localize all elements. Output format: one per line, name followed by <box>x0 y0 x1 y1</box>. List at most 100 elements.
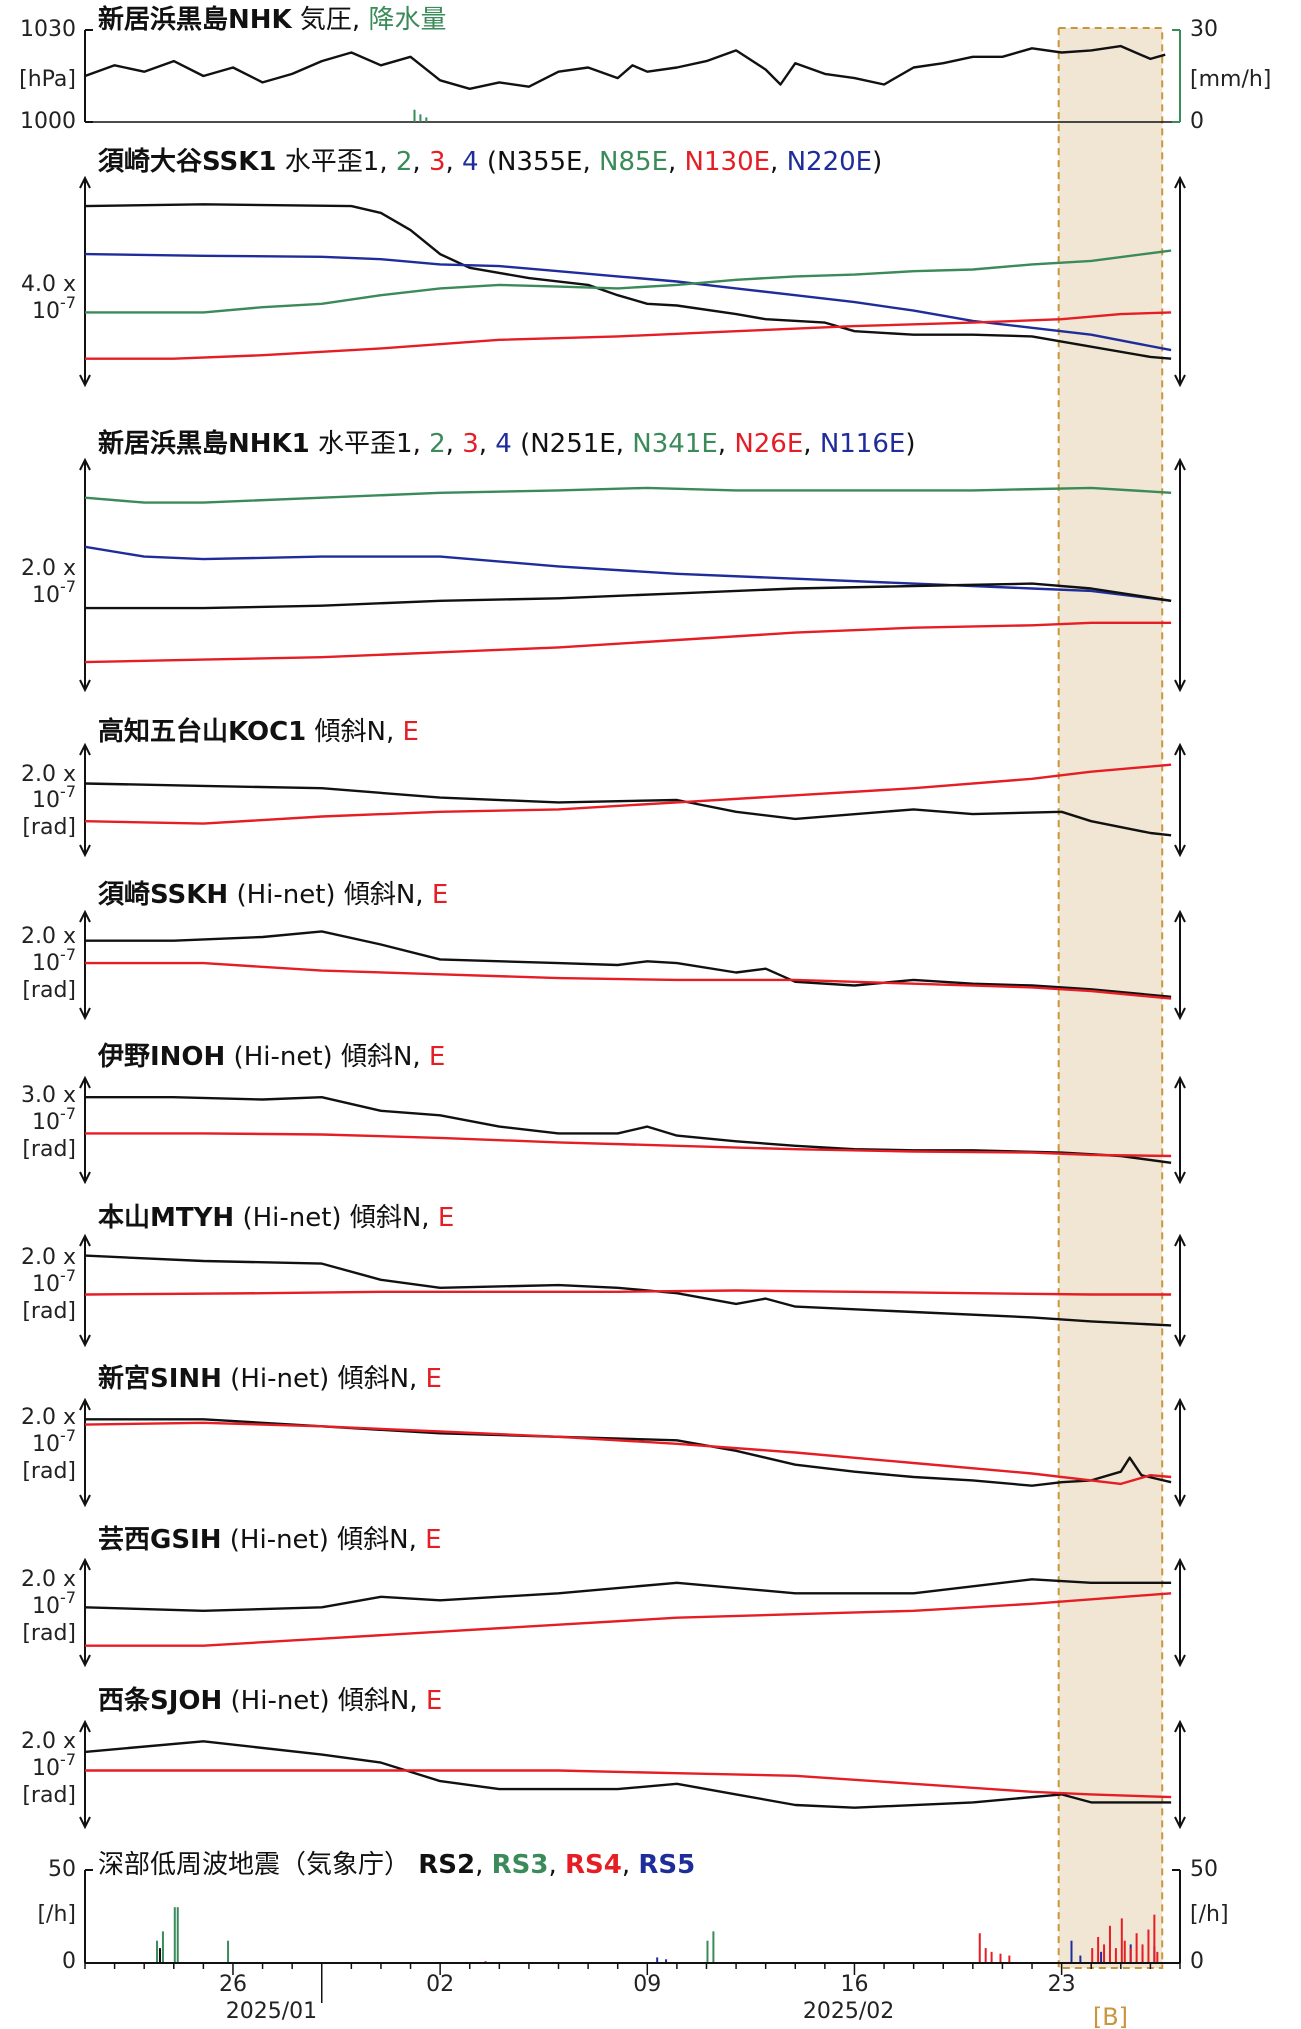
series-line-black <box>84 1740 1172 1809</box>
tick-label: 10-7 <box>32 945 76 977</box>
panel-9: 芸西GSIH (Hi-net) 傾斜N, E 2.0 x10-7[rad] <box>21 1525 1186 1668</box>
tick-label: [rad] <box>22 815 76 840</box>
lfe-bar-RS5 <box>656 1957 659 1963</box>
tick-label: [rad] <box>22 1621 76 1646</box>
series-line-red <box>84 763 1172 825</box>
lfe-bar-RS4 <box>1108 1925 1111 1963</box>
lfe-bar-RS4 <box>1097 1936 1100 1963</box>
tick-label: 10-7 <box>32 1104 76 1136</box>
right-tick-label: [mm/h] <box>1190 67 1271 92</box>
series-line-red <box>84 621 1172 664</box>
lfe-bar-RS4 <box>1129 1948 1132 1963</box>
left-axis-arrow-up <box>79 909 91 923</box>
tick-label: [rad] <box>22 978 76 1003</box>
right-axis-arrow-down <box>1174 1654 1186 1668</box>
panel-6: 伊野INOH (Hi-net) 傾斜N, E 3.0 x10-7[rad] <box>21 1042 1186 1185</box>
tick-label: 2.0 x <box>21 924 76 949</box>
right-axis-arrow-down <box>1174 1816 1186 1830</box>
series-line-red <box>84 1421 1172 1486</box>
series-line-green <box>85 249 1172 314</box>
series-line-red <box>85 1132 1172 1158</box>
tick-label: 10-7 <box>32 1750 76 1782</box>
tick-label: [rad] <box>22 1137 76 1162</box>
lfe-bar-RS4 <box>1135 1933 1138 1963</box>
panel-4: 高知五台山KOC1 傾斜N, E2.0 x10-7[rad] <box>21 716 1186 858</box>
right-axis-arrow-down <box>1174 844 1186 858</box>
left-axis-arrow-up <box>79 1397 91 1411</box>
day-tick-label: 02 <box>426 1972 454 1997</box>
tick-label: 50 <box>48 1857 76 1882</box>
series-line-black <box>85 1418 1172 1487</box>
tick-label: 10-7 <box>32 1426 76 1458</box>
series-line-red <box>85 1769 1172 1799</box>
series-line-red <box>85 1592 1172 1647</box>
day-tick-label: 23 <box>1048 1972 1076 1997</box>
tick-label: [rad] <box>22 1459 76 1484</box>
left-axis-arrow-down <box>79 1816 91 1830</box>
panel-title: 須崎大谷SSK1 水平歪1, 2, 3, 4 (N355E, N85E, N13… <box>98 147 882 177</box>
left-axis-arrow-up <box>79 457 91 471</box>
series-line-green <box>84 486 1172 504</box>
lfe-bar-RS5 <box>665 1959 668 1963</box>
lfe-bar-RS4 <box>990 1951 993 1963</box>
right-axis-arrow-up <box>1174 1075 1186 1089</box>
right-axis-arrow-up <box>1174 1557 1186 1571</box>
panel-7: 本山MTYH (Hi-net) 傾斜N, E 2.0 x10-7[rad] <box>21 1203 1186 1348</box>
tick-label: 3.0 x <box>21 1083 76 1108</box>
highlight-band-layer: [B] <box>1057 27 1164 2029</box>
tick-label: [/h] <box>37 1902 76 1927</box>
panel-1: 新居浜黒島NHK 気圧, 降水量 1030 [hPa] 1000 30 [mm/h] 0 <box>19 4 1271 134</box>
lfe-bar-RS4 <box>1120 1918 1123 1963</box>
right-tick-label: 30 <box>1190 17 1218 42</box>
month-label: 2025/01 <box>226 1999 317 2024</box>
left-axis-arrow-down <box>79 374 91 388</box>
series-line-black <box>85 930 1172 998</box>
right-axis-arrow-up <box>1174 175 1186 189</box>
day-tick-label: 16 <box>840 1972 868 1997</box>
panel-title: 新居浜黒島NHK 気圧, 降水量 <box>98 4 446 35</box>
left-axis-arrow-up <box>79 1719 91 1733</box>
series-line-black <box>85 1096 1172 1164</box>
right-axis-arrow-up <box>1174 1397 1186 1411</box>
lfe-bar-RS4 <box>1091 1948 1094 1963</box>
tick-label: 10-7 <box>32 293 76 325</box>
tick-label: 2.0 x <box>21 762 76 787</box>
precip-bar <box>425 117 428 122</box>
series-line-red <box>84 1289 1172 1296</box>
right-tick-label: 0 <box>1190 109 1204 134</box>
lfe-bar-RS3 <box>176 1907 179 1963</box>
precip-bar <box>413 109 416 122</box>
left-axis-arrow-up <box>79 1075 91 1089</box>
panel-3: 新居浜黒島NHK1 水平歪1, 2, 3, 4 (N251E, N341E, N… <box>21 428 1186 693</box>
lfe-bar-RS4 <box>1156 1951 1159 1963</box>
tick-label: [rad] <box>22 1783 76 1808</box>
panel-5: 須崎SSKH (Hi-net) 傾斜N, E 2.0 x10-7[rad] <box>21 880 1186 1021</box>
right-tick-label: 0 <box>1190 1949 1204 1974</box>
right-axis-arrow-up <box>1174 742 1186 756</box>
right-axis-arrow-down <box>1174 1007 1186 1021</box>
highlight-band <box>1057 27 1164 1969</box>
panel-10: 西条SJOH (Hi-net) 傾斜N, E 2.0 x10-7[rad] <box>21 1686 1186 1830</box>
right-axis-arrow-up <box>1174 1719 1186 1733</box>
series-line-black <box>84 1578 1172 1612</box>
lfe-bar-RS5 <box>1070 1940 1073 1963</box>
lfe-bar-RS4 <box>978 1933 981 1963</box>
right-axis-arrow-down <box>1174 679 1186 693</box>
left-axis-arrow-down <box>79 844 91 858</box>
panel-title: 新宮SINH (Hi-net) 傾斜N, E <box>98 1363 442 1394</box>
tick-label: 2.0 x <box>21 1405 76 1430</box>
panel-title: 本山MTYH (Hi-net) 傾斜N, E <box>98 1203 454 1233</box>
lfe-bar-RS3 <box>712 1931 715 1963</box>
right-axis-arrow-down <box>1174 374 1186 388</box>
panel-title: 須崎SSKH (Hi-net) 傾斜N, E <box>98 880 448 910</box>
right-axis-arrow-up <box>1174 1233 1186 1247</box>
left-axis-arrow-down <box>79 1007 91 1021</box>
right-tick-label: [/h] <box>1190 1902 1229 1927</box>
left-axis-arrow-down <box>79 1654 91 1668</box>
left-axis-arrow-down <box>79 1494 91 1508</box>
series-line-black <box>84 1254 1172 1327</box>
precip-bar <box>419 114 422 122</box>
left-axis-arrow-up <box>79 742 91 756</box>
left-axis-arrow-down <box>79 1334 91 1348</box>
